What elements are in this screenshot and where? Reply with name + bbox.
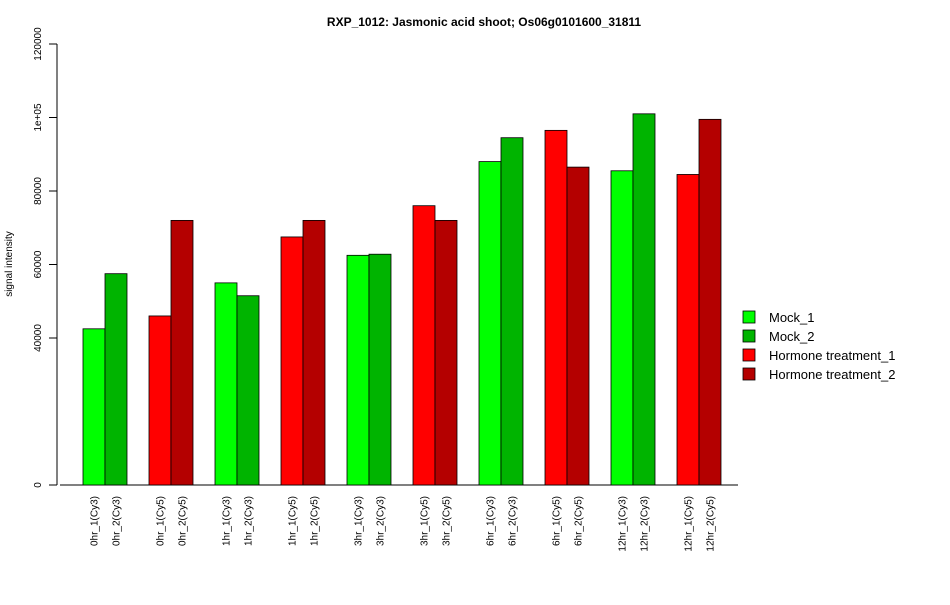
bar bbox=[676, 174, 700, 486]
bars-group bbox=[82, 113, 722, 486]
y-tick-label: 40000 bbox=[33, 324, 44, 352]
x-tick-label: 12hr_2(Cy3) bbox=[640, 496, 651, 552]
legend-swatch bbox=[742, 329, 756, 343]
bar bbox=[610, 170, 634, 486]
y-axis-label: signal intensity bbox=[4, 231, 15, 297]
legend-label: Hormone treatment_1 bbox=[769, 348, 895, 363]
y-tick-label: 60000 bbox=[33, 250, 44, 278]
bar bbox=[698, 118, 722, 486]
legend-swatch bbox=[742, 348, 756, 362]
bar bbox=[214, 282, 238, 486]
bar bbox=[412, 205, 436, 486]
bar bbox=[368, 253, 392, 486]
legend: Mock_1 Mock_2 Hormone treatment_1 Hormone t… bbox=[742, 310, 895, 382]
bar bbox=[632, 113, 656, 486]
x-tick-label: 0hr_1(Cy3) bbox=[90, 496, 101, 546]
bar bbox=[500, 137, 524, 486]
x-tick-label: 3hr_1(Cy3) bbox=[354, 496, 365, 546]
bar bbox=[544, 129, 568, 486]
legend-swatch bbox=[742, 310, 756, 324]
bar bbox=[566, 166, 590, 486]
x-tick-label: 6hr_1(Cy5) bbox=[552, 496, 563, 546]
bar bbox=[236, 295, 260, 486]
bar bbox=[302, 219, 326, 486]
x-tick-label: 12hr_1(Cy3) bbox=[618, 496, 629, 552]
bar bbox=[280, 236, 304, 486]
bar bbox=[104, 273, 128, 486]
x-tick-label: 1hr_2(Cy3) bbox=[244, 496, 255, 546]
legend-label: Hormone treatment_2 bbox=[769, 367, 895, 382]
legend-swatch bbox=[742, 367, 756, 381]
x-axis: 0hr_1(Cy3) 0hr_2(Cy3) 0hr_1(Cy5) 0hr_2(Cy5)… bbox=[60, 484, 738, 552]
x-tick-label: 12hr_2(Cy5) bbox=[706, 496, 717, 552]
x-tick-label: 1hr_2(Cy5) bbox=[310, 496, 321, 546]
bar bbox=[478, 161, 502, 486]
x-tick-label: 1hr_1(Cy5) bbox=[288, 496, 299, 546]
x-tick-label: 12hr_1(Cy5) bbox=[684, 496, 695, 552]
y-tick-label: 120000 bbox=[33, 27, 44, 61]
x-tick-label: 0hr_2(Cy5) bbox=[178, 496, 189, 546]
x-tick-label: 3hr_2(Cy3) bbox=[376, 496, 387, 546]
bar bbox=[148, 315, 172, 486]
legend-label: Mock_2 bbox=[769, 329, 815, 344]
bar bbox=[434, 219, 458, 486]
y-tick-label: 0 bbox=[33, 482, 44, 488]
x-tick-label: 1hr_1(Cy3) bbox=[222, 496, 233, 546]
x-tick-label: 0hr_2(Cy3) bbox=[112, 496, 123, 546]
x-tick-label: 0hr_1(Cy5) bbox=[156, 496, 167, 546]
x-tick-label: 6hr_1(Cy3) bbox=[486, 496, 497, 546]
x-tick-label: 3hr_2(Cy5) bbox=[442, 496, 453, 546]
bar bbox=[170, 219, 194, 486]
y-tick-label: 80000 bbox=[33, 177, 44, 205]
y-axis: 0 40000 60000 80000 1e+05 120000 bbox=[33, 27, 58, 488]
x-tick-label: 3hr_1(Cy5) bbox=[420, 496, 431, 546]
chart-title: RXP_1012: Jasmonic acid shoot; Os06g0101… bbox=[327, 15, 642, 29]
x-tick-label: 6hr_2(Cy5) bbox=[574, 496, 585, 546]
x-tick-label: 6hr_2(Cy3) bbox=[508, 496, 519, 546]
y-tick-label: 1e+05 bbox=[33, 103, 44, 132]
bar bbox=[82, 328, 106, 486]
legend-label: Mock_1 bbox=[769, 310, 815, 325]
bar bbox=[346, 254, 370, 486]
